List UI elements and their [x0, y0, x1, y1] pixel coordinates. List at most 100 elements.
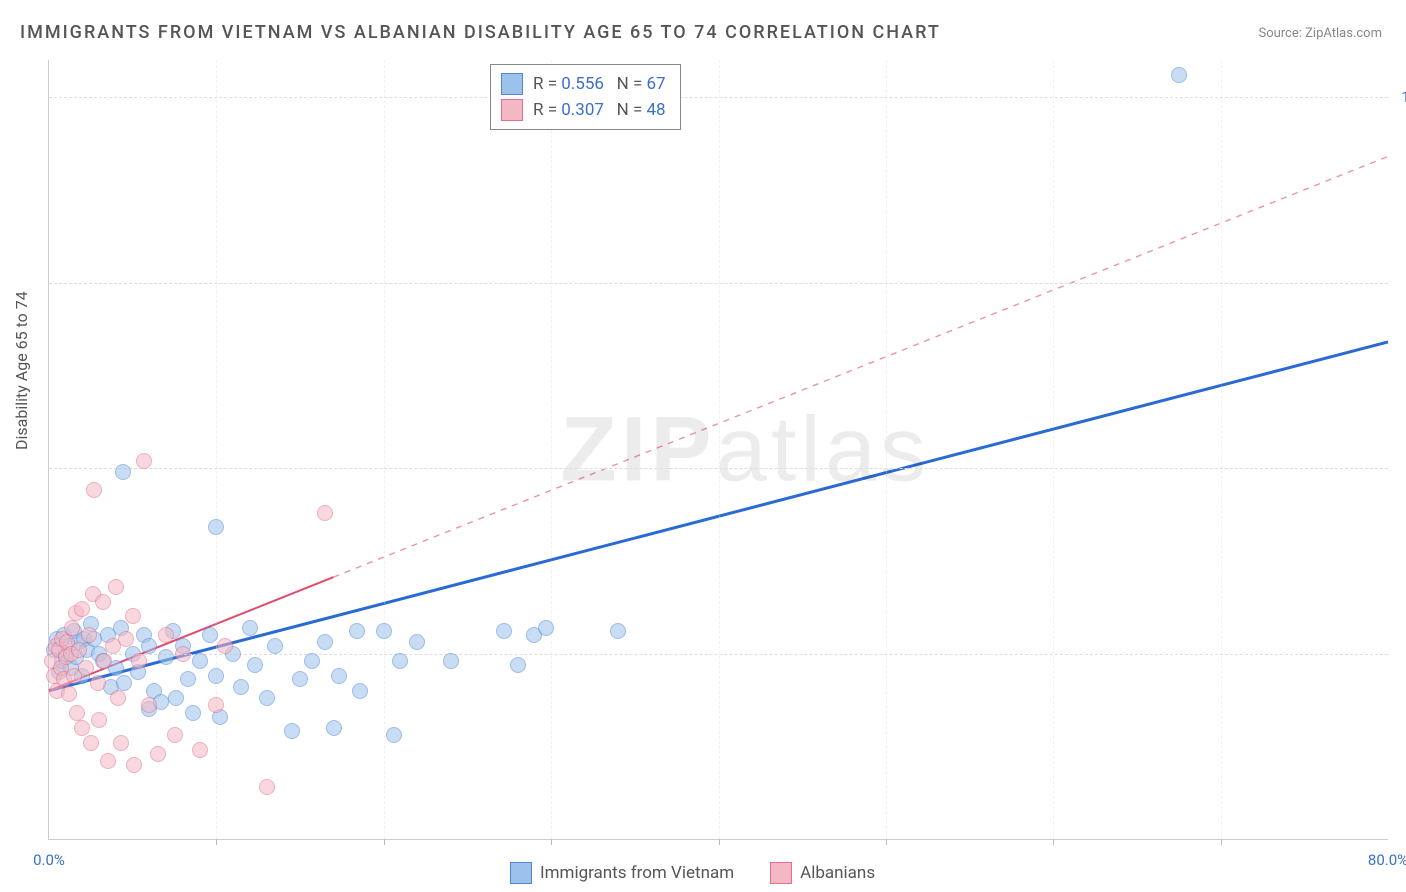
data-point	[1171, 67, 1187, 83]
data-point	[126, 757, 142, 773]
data-point	[90, 675, 106, 691]
data-point	[247, 657, 263, 673]
legend-label: Albanians	[800, 863, 875, 883]
data-point	[113, 735, 129, 751]
gridline-v	[1221, 60, 1222, 839]
y-tick-label: 50.0%	[1390, 459, 1406, 477]
chart-title: IMMIGRANTS FROM VIETNAM VS ALBANIAN DISA…	[20, 22, 941, 43]
data-point	[267, 638, 283, 654]
data-point	[71, 642, 87, 658]
data-point	[74, 720, 90, 736]
x-tick-label: 80.0%	[1368, 851, 1406, 869]
data-point	[352, 683, 368, 699]
y-tick-label: 75.0%	[1390, 274, 1406, 292]
gridline-v	[886, 60, 887, 839]
data-point	[304, 653, 320, 669]
data-point	[91, 712, 107, 728]
legend-correlation-box: R = 0.556 N = 67R = 0.307 N = 48	[490, 64, 681, 130]
data-point	[409, 634, 425, 650]
data-point	[100, 753, 116, 769]
data-point	[496, 623, 512, 639]
data-point	[317, 505, 333, 521]
data-point	[116, 675, 132, 691]
data-point	[376, 623, 392, 639]
watermark: ZIPatlas	[561, 397, 930, 502]
legend-item: Albanians	[770, 862, 875, 884]
data-point	[158, 627, 174, 643]
data-point	[185, 705, 201, 721]
legend-swatch	[510, 862, 532, 884]
data-point	[510, 657, 526, 673]
data-point	[83, 735, 99, 751]
source-label: Source: ZipAtlas.com	[1258, 26, 1382, 41]
x-minor-tick	[216, 839, 217, 845]
y-axis-label: Disability Age 65 to 74	[12, 291, 31, 450]
data-point	[81, 627, 97, 643]
data-point	[95, 594, 111, 610]
data-point	[284, 723, 300, 739]
legend-swatch	[501, 99, 523, 121]
data-point	[158, 649, 174, 665]
legend-series: Immigrants from Vietnam Albanians	[510, 862, 875, 884]
data-point	[326, 720, 342, 736]
data-point	[443, 653, 459, 669]
x-tick-label: 0.0%	[33, 851, 65, 869]
data-point	[192, 653, 208, 669]
legend-row: R = 0.307 N = 48	[501, 97, 666, 123]
data-point	[131, 653, 147, 669]
data-point	[192, 742, 208, 758]
data-point	[331, 668, 347, 684]
data-point	[78, 660, 94, 676]
gridline-v	[384, 60, 385, 839]
legend-item: Immigrants from Vietnam	[510, 862, 734, 884]
data-point	[180, 671, 196, 687]
data-point	[64, 620, 80, 636]
data-point	[317, 634, 333, 650]
regression-line-dashed	[334, 156, 1388, 577]
data-point	[208, 519, 224, 535]
gridline-v	[1053, 60, 1054, 839]
x-minor-tick	[1221, 839, 1222, 845]
x-minor-tick	[551, 839, 552, 845]
legend-label: Immigrants from Vietnam	[540, 863, 734, 883]
data-point	[392, 653, 408, 669]
data-point	[386, 727, 402, 743]
legend-swatch	[501, 73, 523, 95]
scatter-plot: ZIPatlas 25.0%50.0%75.0%100.0%0.0%80.0%	[48, 60, 1388, 840]
gridline-v	[551, 60, 552, 839]
data-point	[259, 779, 275, 795]
data-point	[110, 690, 126, 706]
data-point	[74, 601, 90, 617]
data-point	[168, 690, 184, 706]
data-point	[86, 482, 102, 498]
x-minor-tick	[886, 839, 887, 845]
data-point	[538, 620, 554, 636]
x-minor-tick	[1053, 839, 1054, 845]
data-point	[141, 638, 157, 654]
data-point	[202, 627, 218, 643]
x-minor-tick	[384, 839, 385, 845]
legend-swatch	[770, 862, 792, 884]
data-point	[125, 608, 141, 624]
data-point	[208, 697, 224, 713]
data-point	[167, 727, 183, 743]
data-point	[118, 631, 134, 647]
data-point	[217, 638, 233, 654]
data-point	[233, 679, 249, 695]
data-point	[349, 623, 365, 639]
data-point	[69, 705, 85, 721]
x-minor-tick	[719, 839, 720, 845]
data-point	[208, 668, 224, 684]
data-point	[61, 686, 77, 702]
data-point	[175, 646, 191, 662]
y-tick-label: 100.0%	[1390, 88, 1406, 106]
data-point	[108, 579, 124, 595]
data-point	[610, 623, 626, 639]
data-point	[136, 453, 152, 469]
data-point	[96, 653, 112, 669]
legend-row: R = 0.556 N = 67	[501, 71, 666, 97]
data-point	[115, 464, 131, 480]
data-point	[259, 690, 275, 706]
data-point	[150, 746, 166, 762]
data-point	[292, 671, 308, 687]
